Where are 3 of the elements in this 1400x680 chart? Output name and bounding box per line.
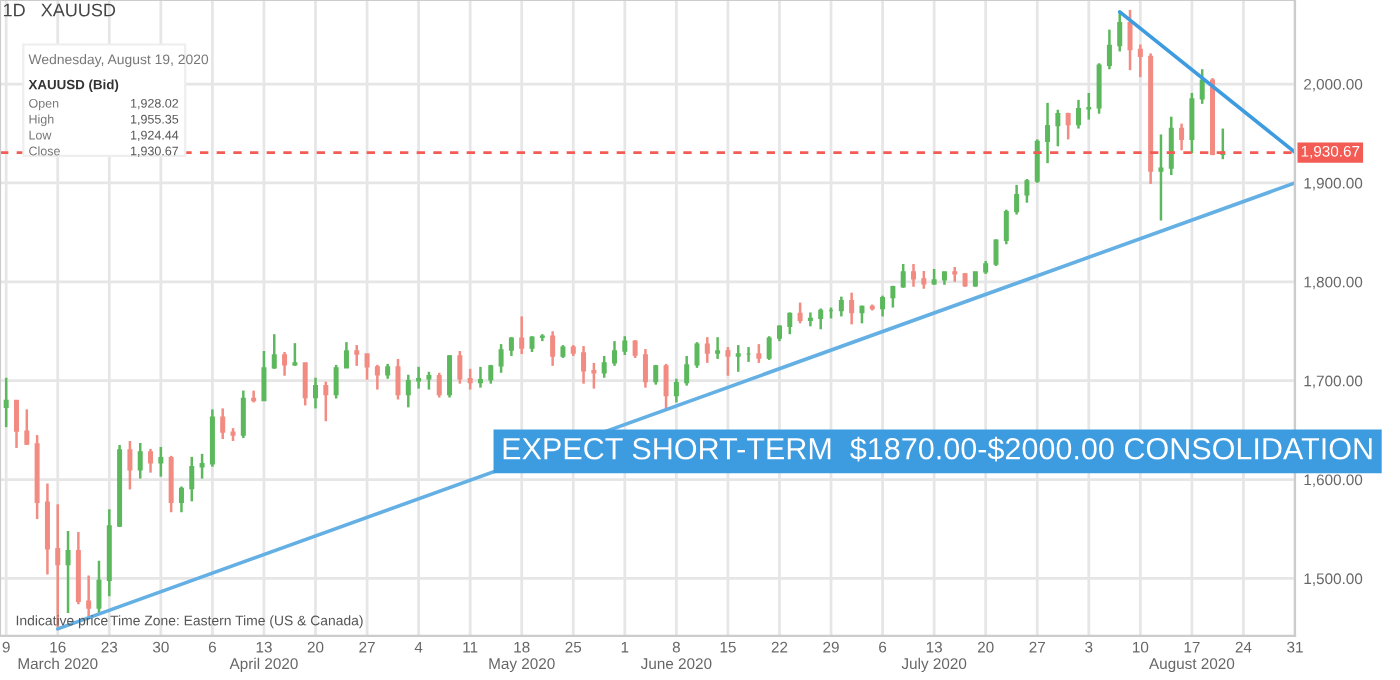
candlestick [972,270,978,288]
annotation: EXPECT SHORT-TERM $1870.00-$2000.00 CONSOLIDATION [503,436,1372,462]
chart-title: 1D XAUUSD [3,3,116,17]
